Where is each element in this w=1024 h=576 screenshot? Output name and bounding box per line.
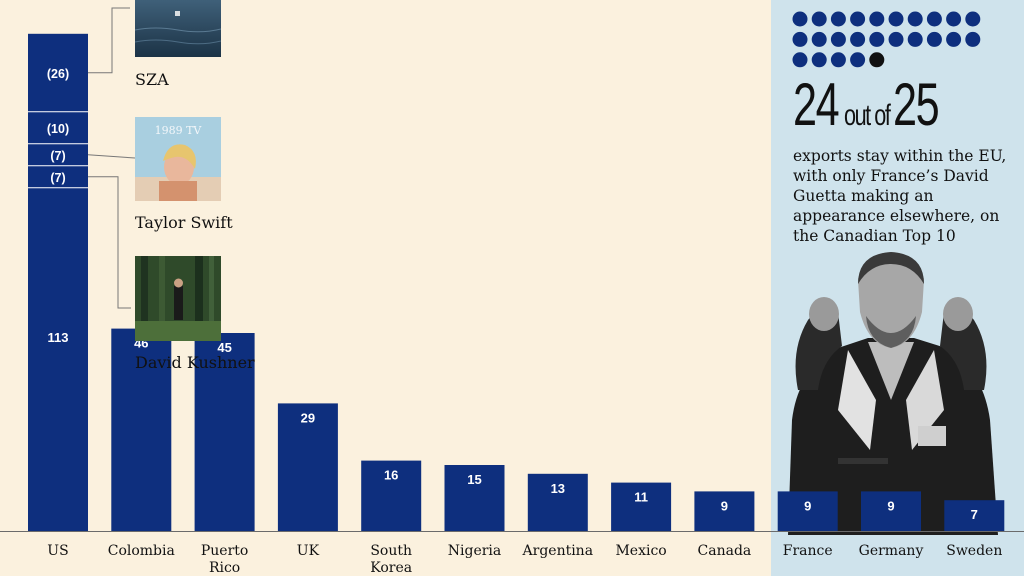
category-label: Puerto Rico bbox=[201, 543, 248, 576]
connector-line-david-kushner bbox=[88, 176, 131, 309]
eu-dot bbox=[907, 11, 923, 27]
category-label: Sweden bbox=[946, 543, 1002, 559]
eu-dot bbox=[792, 52, 808, 68]
eu-dot bbox=[965, 11, 981, 27]
bar-value-label: 113 bbox=[48, 330, 69, 345]
eu-dot bbox=[850, 11, 866, 27]
eu-dot bbox=[907, 31, 923, 47]
eu-dot-highlight bbox=[869, 52, 885, 68]
category-label: Colombia bbox=[108, 543, 175, 559]
eu-stat-out-of: out of bbox=[843, 99, 891, 132]
eu-statistic-headline: 24 out of25 bbox=[793, 70, 956, 139]
eu-dot bbox=[850, 31, 866, 47]
category-label: Argentina bbox=[522, 543, 594, 559]
artist-name-david-kushner: David Kushner bbox=[135, 353, 255, 372]
category-label-line: Germany bbox=[859, 543, 924, 559]
bar bbox=[694, 491, 755, 531]
bar-value-label: 9 bbox=[804, 498, 811, 513]
bar bbox=[194, 333, 255, 531]
bar bbox=[277, 403, 338, 531]
category-label: Mexico bbox=[615, 543, 666, 559]
bar bbox=[777, 491, 838, 531]
bar bbox=[111, 328, 172, 531]
category-label: UK bbox=[297, 543, 320, 559]
category-label-line: Nigeria bbox=[448, 543, 502, 559]
us-segment-label: (10) bbox=[47, 122, 69, 136]
category-label-line: South bbox=[370, 543, 412, 559]
eu-dot bbox=[830, 31, 846, 47]
eu-dot bbox=[792, 31, 808, 47]
david-guetta-photo bbox=[778, 250, 1004, 535]
category-label-line: Sweden bbox=[946, 543, 1002, 559]
us-segment-label: (7) bbox=[50, 171, 65, 185]
category-label-line: France bbox=[783, 543, 833, 559]
bar-value-label: 29 bbox=[301, 410, 315, 425]
bar-value-label: 9 bbox=[887, 498, 894, 513]
category-label: Nigeria bbox=[448, 543, 502, 559]
eu-statistic-text: exports stay within the EU, with only Fr… bbox=[793, 147, 1007, 245]
category-label-line: Colombia bbox=[108, 543, 175, 559]
category-label-line: Canada bbox=[698, 543, 752, 559]
bar-value-label: 11 bbox=[634, 490, 648, 505]
artist-name-taylor-swift: Taylor Swift bbox=[135, 213, 233, 232]
bar bbox=[361, 460, 422, 531]
bar bbox=[861, 491, 921, 531]
eu-dot bbox=[888, 31, 904, 47]
eu-dot bbox=[869, 31, 885, 47]
artist-name-sza: SZA bbox=[135, 70, 169, 89]
bar bbox=[527, 473, 588, 531]
eu-dot bbox=[946, 31, 962, 47]
category-label-line: Korea bbox=[370, 560, 412, 576]
eu-dot bbox=[965, 31, 981, 47]
bar-value-label: 7 bbox=[971, 507, 978, 522]
eu-dot bbox=[830, 52, 846, 68]
eu-dot bbox=[811, 31, 827, 47]
sza-album-thumbnail bbox=[135, 0, 221, 57]
eu-dot bbox=[811, 52, 827, 68]
connector-line-taylor-swift bbox=[87, 154, 136, 159]
category-label-line: Mexico bbox=[615, 543, 666, 559]
taylor-swift-album-thumbnail: 1989 TV bbox=[135, 117, 221, 201]
us-segment-label: (7) bbox=[50, 149, 65, 163]
category-label-line: UK bbox=[297, 543, 320, 559]
album-title-text: 1989 TV bbox=[155, 124, 203, 137]
category-label: Germany bbox=[859, 543, 924, 559]
category-label: US bbox=[47, 543, 68, 559]
bar bbox=[611, 482, 672, 531]
category-label-line: US bbox=[47, 543, 68, 559]
bar-value-label: 13 bbox=[551, 481, 565, 496]
eu-dot bbox=[830, 11, 846, 27]
bar bbox=[28, 33, 88, 532]
category-label: France bbox=[783, 543, 833, 559]
bar bbox=[944, 500, 1005, 531]
bar-value-label: 16 bbox=[384, 468, 398, 483]
us-segment-label: (26) bbox=[47, 67, 69, 81]
category-label-line: Rico bbox=[209, 560, 240, 576]
connector-line-sza bbox=[88, 7, 130, 74]
eu-dot bbox=[811, 11, 827, 27]
eu-dot bbox=[869, 11, 885, 27]
bar bbox=[444, 465, 505, 531]
eu-stat-number-a: 24 bbox=[793, 71, 840, 138]
bar-value-label: 15 bbox=[467, 472, 481, 487]
category-label: Canada bbox=[698, 543, 752, 559]
eu-dot bbox=[926, 11, 942, 27]
eu-dot bbox=[946, 11, 962, 27]
category-label-line: Argentina bbox=[522, 543, 594, 559]
category-label: South Korea bbox=[370, 543, 412, 576]
david-kushner-album-thumbnail bbox=[135, 256, 221, 341]
eu-dot bbox=[850, 52, 866, 68]
category-label-line: Puerto bbox=[201, 543, 248, 559]
eu-dot bbox=[888, 11, 904, 27]
eu-dot bbox=[792, 11, 808, 27]
bar-value-label: 9 bbox=[721, 498, 728, 513]
eu-dot bbox=[926, 31, 942, 47]
eu-stat-number-b: 25 bbox=[892, 71, 940, 138]
bar-value-label: 45 bbox=[217, 340, 231, 355]
